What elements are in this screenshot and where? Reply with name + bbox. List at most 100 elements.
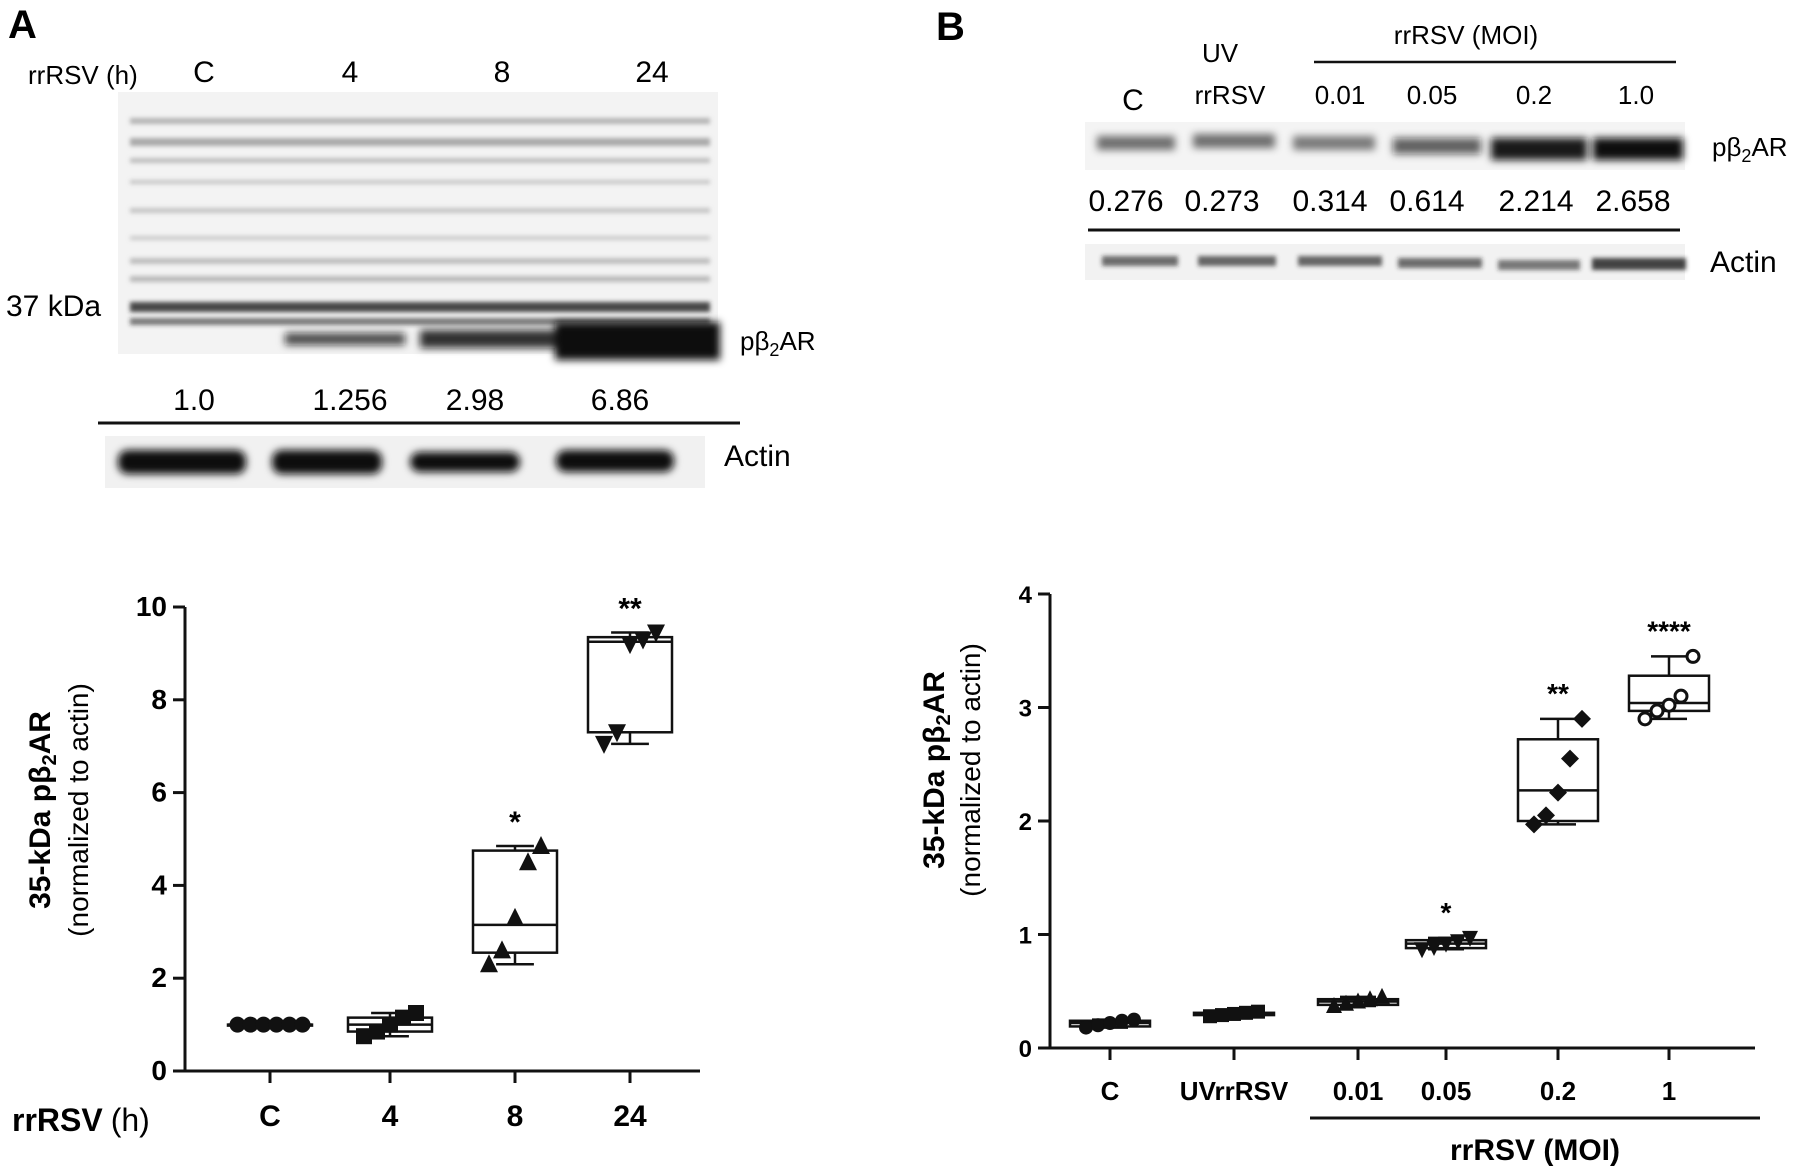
significance-label: ** xyxy=(1547,678,1569,709)
box-iqr xyxy=(471,849,559,954)
data-point xyxy=(1215,1008,1229,1023)
y-tick-label: 2 xyxy=(151,962,167,993)
data-point xyxy=(294,1016,311,1033)
blot-b-ratio: 0.273 xyxy=(1184,185,1259,218)
x-tick-label: 1 xyxy=(1662,1076,1676,1106)
data-point xyxy=(1115,1013,1129,1028)
data-point xyxy=(608,724,626,743)
blot-a-actin-label: Actin xyxy=(724,440,791,473)
data-point xyxy=(506,907,524,926)
y-tick-label: 3 xyxy=(1019,696,1032,723)
blot-a-ratio: 2.98 xyxy=(446,384,504,417)
blot-b-lane-label: 0.2 xyxy=(1516,80,1552,110)
blot-b-ratio: 0.276 xyxy=(1088,185,1163,218)
data-point xyxy=(1203,1009,1217,1024)
blot-a-smear-bands xyxy=(130,118,710,282)
data-point xyxy=(1637,711,1653,727)
chart-b-ylabel: 35-kDa pβ2AR xyxy=(918,671,955,869)
data-point xyxy=(369,1023,385,1040)
data-point xyxy=(1091,1018,1105,1033)
data-point xyxy=(1426,939,1442,956)
blot-b-ratio: 0.314 xyxy=(1292,185,1367,218)
data-point xyxy=(382,1016,398,1033)
panel-a-letter: A xyxy=(8,3,37,47)
blot-a-lane-label: 8 xyxy=(494,56,511,89)
data-point xyxy=(621,636,639,655)
significance-label: **** xyxy=(1647,615,1691,646)
blot-a-marker-label: 37 kDa xyxy=(6,290,101,323)
data-point xyxy=(356,1028,372,1045)
data-point xyxy=(242,1016,259,1033)
blot-a-band-label: pβ2AR xyxy=(740,326,816,360)
data-point xyxy=(1462,930,1478,947)
y-tick-label: 0 xyxy=(151,1055,167,1086)
blot-a-ratio: 1.256 xyxy=(312,384,387,417)
panel-a-blot: A rrRSV (h) C 4 8 24 37 kDa pβ2AR xyxy=(6,3,816,488)
panel-b-letter: B xyxy=(936,5,965,49)
significance-label: * xyxy=(1441,897,1452,928)
data-point xyxy=(1685,648,1701,664)
data-point xyxy=(1239,1005,1253,1020)
chart-b-ylabel-paren: (normalized to actin) xyxy=(955,643,986,897)
data-point xyxy=(1673,688,1689,704)
box-iqr xyxy=(1516,738,1600,823)
blot-a-membrane xyxy=(118,92,718,354)
data-point xyxy=(229,1016,246,1033)
data-point xyxy=(480,954,498,973)
x-tick-label: 24 xyxy=(613,1100,647,1133)
data-point xyxy=(1338,994,1354,1011)
blot-b-lane-label: 0.01 xyxy=(1315,80,1366,110)
blot-a-lane-label: C xyxy=(193,56,215,89)
blot-a-37kda-band xyxy=(130,302,710,325)
data-point xyxy=(1414,942,1430,959)
blot-a-pb2ar-bands xyxy=(285,322,720,360)
x-tick-label: C xyxy=(259,1100,281,1133)
chart-b-marks: 0 1 2 3 4 C UVrrRSV 0.01 0.05 * 0.2 ** 1 **** xyxy=(1019,582,1755,1106)
x-tick-label: 4 xyxy=(382,1100,399,1133)
data-point xyxy=(1525,815,1543,834)
y-tick-label: 6 xyxy=(151,777,167,808)
chart-a-xlabel: rrRSV (h) xyxy=(12,1102,150,1138)
blot-b-lane-label: UV xyxy=(1202,38,1239,68)
x-tick-label: 8 xyxy=(507,1100,524,1133)
blot-b-lane-label: 0.05 xyxy=(1407,80,1458,110)
data-point xyxy=(1450,934,1466,951)
data-point xyxy=(1251,1004,1265,1019)
blot-a-row-label: rrRSV (h) xyxy=(28,60,138,90)
y-tick-label: 4 xyxy=(151,869,167,900)
x-tick-label: 0.01 xyxy=(1333,1076,1384,1106)
y-tick-label: 2 xyxy=(1019,809,1032,836)
chart-b-group-label: rrRSV (MOI) xyxy=(1450,1134,1620,1167)
y-tick-label: 10 xyxy=(136,591,167,622)
y-tick-label: 1 xyxy=(1019,923,1032,950)
blot-a-actin-bands xyxy=(118,450,674,474)
blot-b-band-label: pβ2AR xyxy=(1712,132,1788,166)
y-tick-label: 8 xyxy=(151,684,167,715)
data-point xyxy=(255,1016,272,1033)
blot-b-ratio: 2.658 xyxy=(1595,185,1670,218)
blot-a-ratio: 6.86 xyxy=(591,384,649,417)
data-point xyxy=(519,852,537,871)
data-point xyxy=(532,835,550,854)
data-point xyxy=(1103,1016,1117,1031)
data-point xyxy=(1549,783,1567,802)
blot-b-group-label: rrRSV (MOI) xyxy=(1394,20,1538,50)
blot-a-lane-label: 24 xyxy=(635,56,668,89)
blot-a-ratio: 1.0 xyxy=(173,384,215,417)
data-point xyxy=(1374,987,1390,1004)
blot-b-lane-label: rrRSV xyxy=(1195,80,1266,110)
x-tick-label: UVrrRSV xyxy=(1180,1076,1289,1106)
data-point xyxy=(595,735,613,754)
data-point xyxy=(1326,997,1342,1014)
blot-b-ratio: 0.614 xyxy=(1389,185,1464,218)
data-point xyxy=(1537,806,1555,825)
blot-b-lane-label: C xyxy=(1122,84,1144,117)
y-tick-label: 0 xyxy=(1019,1036,1032,1063)
blot-b-actin-label: Actin xyxy=(1710,246,1777,279)
significance-label: * xyxy=(509,806,521,839)
chart-a-ylabel-paren: (normalized to actin) xyxy=(63,683,94,937)
data-point xyxy=(1079,1020,1093,1035)
data-point xyxy=(1573,709,1591,728)
